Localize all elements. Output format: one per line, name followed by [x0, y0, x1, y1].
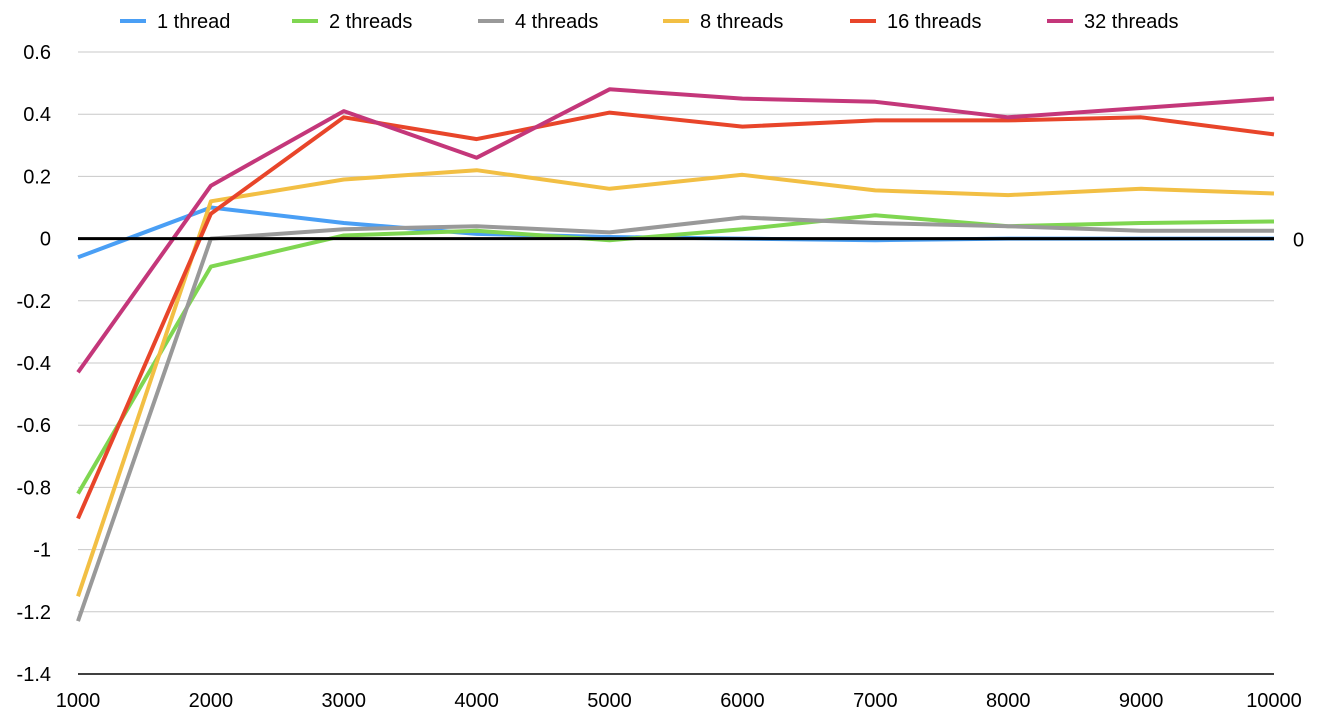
zero-reference-line: 0	[78, 230, 1304, 252]
y-tick-label: -1.2	[17, 602, 51, 624]
reference-line-label: 0	[1293, 230, 1304, 252]
y-tick-label: -0.4	[17, 353, 51, 375]
y-tick-label: 0.2	[23, 166, 51, 188]
series-line-8-threads	[76, 168, 1275, 597]
legend: 1 thread 2 threads 4 threads 8 threads 16 th…	[120, 11, 1179, 33]
x-tick-label: 8000	[986, 690, 1031, 712]
gridlines	[78, 51, 1274, 675]
x-tick-label: 3000	[322, 690, 367, 712]
y-tick-label: -0.6	[17, 415, 51, 437]
legend-label: 1 thread	[157, 11, 230, 33]
x-tick-label: 10000	[1246, 690, 1302, 712]
x-tick-label: 1000	[56, 690, 101, 712]
series-line-1-thread	[77, 205, 1274, 260]
legend-label: 8 threads	[700, 11, 783, 33]
y-tick-label: 0.4	[23, 104, 51, 126]
series-line-2-threads	[76, 213, 1275, 495]
x-tick-label: 7000	[853, 690, 898, 712]
series-line-16-threads	[76, 110, 1275, 520]
legend-label: 2 threads	[329, 11, 412, 33]
y-tick-label: -1	[33, 540, 51, 562]
y-tick-label: 0	[40, 229, 51, 251]
x-axis-tick-labels: 1000 2000 3000 4000 5000 6000 7000 8000 9000 1000…	[56, 690, 1302, 712]
y-tick-label: -0.2	[17, 291, 51, 313]
series-lines	[76, 87, 1275, 622]
y-tick-label: 0.6	[23, 42, 51, 64]
series-line-4-threads	[76, 215, 1274, 622]
x-tick-label: 4000	[454, 690, 499, 712]
legend-label: 16 threads	[887, 11, 982, 33]
x-tick-label: 6000	[720, 690, 765, 712]
legend-label: 4 threads	[515, 11, 598, 33]
y-tick-label: -0.8	[17, 477, 51, 499]
x-tick-label: 9000	[1119, 690, 1164, 712]
legend-label: 32 threads	[1084, 11, 1179, 33]
x-tick-label: 2000	[189, 690, 234, 712]
series-line-32-threads	[76, 87, 1275, 374]
x-tick-label: 5000	[587, 690, 632, 712]
y-axis-tick-labels: 0.6 0.4 0.2 0 -0.2 -0.4 -0.6 -0.8 -1 -1.2 -1.4	[17, 42, 51, 686]
y-tick-label: -1.4	[17, 664, 51, 686]
